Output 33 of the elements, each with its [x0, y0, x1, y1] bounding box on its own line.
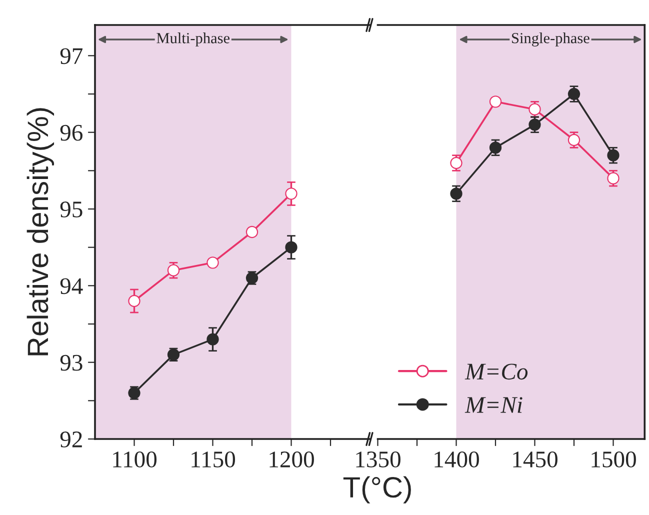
legend-label: M=Ni [464, 397, 522, 413]
point [450, 188, 462, 200]
x-axis-title: T(°C) [343, 476, 411, 504]
x-tick-label: 1350 [356, 451, 400, 468]
band-label: Multi-phase [156, 32, 230, 46]
y-tick-label: 96 [60, 124, 82, 141]
point [167, 264, 180, 276]
point [128, 294, 140, 308]
y-axis-title: Relative density(%) [26, 108, 54, 356]
point [285, 188, 298, 200]
point [246, 226, 258, 238]
x-tick-label: 1400 [434, 451, 479, 468]
y-tick-label: 95 [60, 202, 82, 218]
x-tick-label: 1500 [592, 451, 636, 468]
point [528, 118, 541, 131]
legend-label: M=Co [464, 364, 528, 380]
x-tick-label: 1450 [513, 451, 558, 468]
point [607, 172, 620, 184]
point [607, 149, 620, 162]
x-tick-label: 1100 [113, 451, 157, 468]
point [206, 333, 219, 346]
y-tick-label: 93 [60, 354, 82, 371]
x-tick-label: 1150 [192, 451, 236, 468]
band-label: Single-phase [512, 32, 590, 46]
y-tick-label: 92 [60, 432, 82, 448]
point [528, 103, 541, 116]
x-tick-label: 1200 [270, 451, 314, 468]
point [489, 96, 502, 108]
point [489, 142, 502, 154]
point [285, 241, 298, 254]
y-tick-label: 94 [60, 278, 83, 294]
point [206, 256, 219, 269]
y-tick-label: 97 [60, 48, 83, 64]
